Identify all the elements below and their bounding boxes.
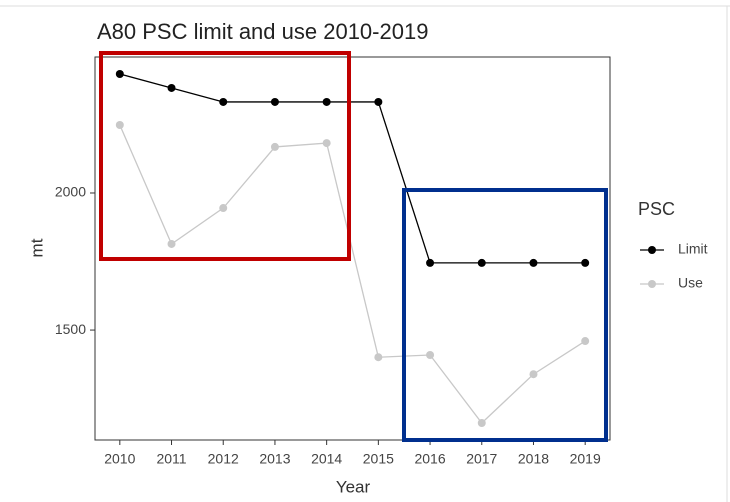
highlight-box [99,51,351,261]
x-tick-label: 2010 [104,451,135,467]
data-point [477,258,486,267]
x-tick-label: 2013 [259,451,290,467]
data-point [115,120,124,129]
x-tick-label: 2017 [466,451,497,467]
x-axis-label: Year [336,477,371,496]
legend-label: Limit [678,241,708,257]
data-point [322,139,331,148]
plot-panel [94,56,611,441]
data-point [167,239,176,248]
chart-title: A80 PSC limit and use 2010-2019 [97,19,428,44]
x-tick-label: 2015 [363,451,394,467]
x-tick-label: 2011 [156,451,186,467]
data-point [115,69,124,78]
data-point [219,97,228,106]
data-point [426,258,435,267]
x-tick-label: 2014 [311,451,342,467]
legend-title: PSC [638,199,675,219]
series-line [119,73,586,264]
x-tick-label: 2016 [414,451,445,467]
data-point [477,419,486,428]
data-point [581,337,590,346]
x-tick-label: 2019 [570,451,601,467]
y-axis-label: mt [27,238,46,257]
data-point [270,97,279,106]
data-point [167,83,176,92]
data-point [270,142,279,151]
x-tick-label: 2018 [518,451,549,467]
data-point [426,351,435,360]
x-tick-label: 2012 [208,451,239,467]
legend-label: Use [678,275,703,291]
data-point [322,97,331,106]
highlight-box [402,188,608,442]
legend-marker [648,280,656,288]
data-point [529,370,538,379]
y-tick-label: 1500 [55,321,86,337]
data-point [529,258,538,267]
legend-marker [648,246,656,254]
data-point [219,204,228,213]
series-line [119,124,586,424]
plot: 1500 2000 2010 2011 2012 2013 2014 2015 2016 2017… [55,56,708,467]
data-point [374,97,383,106]
data-point [581,258,590,267]
data-point [374,353,383,362]
y-tick-label: 2000 [55,184,86,200]
